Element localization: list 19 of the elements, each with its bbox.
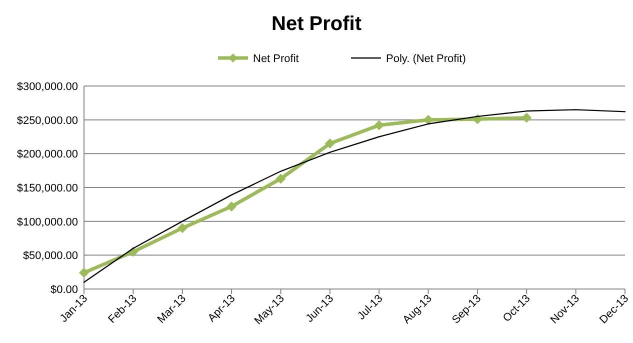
- y-tick-label: $100,000.00: [16, 216, 78, 228]
- y-tick-label: $200,000.00: [16, 148, 78, 161]
- point: [226, 201, 237, 212]
- point: [276, 174, 286, 184]
- point: [522, 112, 532, 123]
- line-series: [83, 109, 626, 283]
- point: [324, 138, 335, 149]
- chart-title: Net Profit: [272, 13, 362, 35]
- point: [79, 268, 89, 278]
- y-tick-label: $50,000.00: [22, 250, 78, 262]
- point: [177, 223, 188, 234]
- y-tick-label: $150,000.00: [16, 182, 78, 194]
- y-tick-label: $0.00: [50, 284, 78, 296]
- legend-label: Net Profit: [253, 53, 299, 65]
- point: [423, 114, 434, 125]
- point: [374, 120, 384, 130]
- y-tick-label: $250,000.00: [16, 114, 78, 127]
- y-tick-label: $300,000.00: [16, 81, 78, 93]
- legend-label: Poly. (Net Profit): [386, 53, 466, 65]
